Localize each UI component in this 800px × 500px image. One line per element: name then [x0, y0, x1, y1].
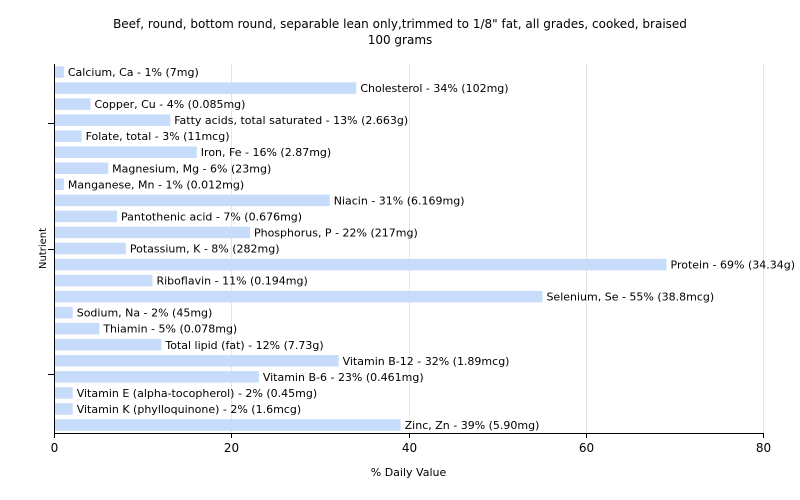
bar	[55, 290, 543, 303]
bar-label: Fatty acids, total saturated - 13% (2.66…	[174, 114, 408, 127]
bar	[55, 66, 64, 78]
bar-label: Folate, total - 3% (11mcg)	[86, 130, 230, 143]
bar-label: Phosphorus, P - 22% (217mg)	[254, 226, 418, 239]
bar-label: Zinc, Zn - 39% (5.90mg)	[405, 419, 540, 432]
x-tick-label: 0	[51, 441, 59, 455]
bar-label: Total lipid (fat) - 12% (7.73g)	[164, 339, 323, 352]
bar-label: Potassium, K - 8% (282mg)	[130, 243, 280, 256]
bar	[55, 274, 153, 287]
bar-label: Sodium, Na - 2% (45mg)	[77, 307, 213, 320]
bar-label: Thiamin - 5% (0.078mg)	[102, 323, 237, 336]
bar-label: Vitamin E (alpha-tocopherol) - 2% (0.45m…	[77, 387, 317, 400]
bar	[55, 419, 401, 431]
bar	[55, 306, 73, 319]
bar-label: Vitamin B-12 - 32% (1.89mcg)	[343, 355, 510, 368]
bars: Calcium, Ca - 1% (7mg) Cholesterol - 34% …	[55, 66, 795, 432]
bar	[55, 130, 82, 142]
bar	[55, 387, 73, 399]
bar-label: Calcium, Ca - 1% (7mg)	[68, 66, 199, 79]
axes	[48, 64, 763, 434]
bar-label: Protein - 69% (34.34g)	[671, 259, 796, 272]
bar-label: Cholesterol - 34% (102mg)	[360, 82, 508, 95]
x-tick-label: 60	[579, 441, 594, 455]
x-tick-label: 80	[756, 441, 771, 455]
bar	[55, 226, 250, 239]
bar	[55, 98, 91, 110]
bar-label: Pantothenic acid - 7% (0.676mg)	[121, 210, 302, 223]
chart-title: Beef, round, bottom round, separable lea…	[113, 17, 687, 31]
bar	[55, 242, 126, 255]
bar	[55, 194, 330, 207]
x-axis-label: % Daily Value	[371, 466, 447, 479]
x-tick-label: 20	[224, 441, 239, 455]
bar	[55, 371, 259, 383]
bar	[55, 403, 73, 415]
bar	[55, 82, 357, 94]
bar	[55, 178, 64, 191]
bar	[55, 210, 118, 223]
bar	[55, 114, 171, 126]
y-axis-label: Nutrient	[38, 228, 49, 269]
chart-subtitle: 100 grams	[367, 33, 433, 47]
x-axis-ticks: 0 20 40 60 80	[51, 433, 771, 455]
bar-label: Niacin - 31% (6.169mg)	[334, 194, 465, 207]
bar-label: Selenium, Se - 55% (38.8mcg)	[546, 291, 714, 304]
x-tick-label: 40	[402, 441, 417, 455]
bar	[55, 322, 100, 335]
bar-label: Magnesium, Mg - 6% (23mg)	[112, 162, 271, 175]
bar-label: Vitamin B-6 - 23% (0.461mg)	[263, 371, 424, 384]
bar-label: Riboflavin - 11% (0.194mg)	[156, 275, 307, 288]
bar	[55, 146, 197, 158]
bar-label: Vitamin K (phylloquinone) - 2% (1.6mcg)	[77, 403, 301, 416]
bar	[55, 162, 109, 175]
bar-label: Iron, Fe - 16% (2.87mg)	[201, 146, 331, 159]
bar	[55, 355, 339, 367]
bar-label: Copper, Cu - 4% (0.085mg)	[94, 98, 245, 111]
bar	[55, 258, 667, 271]
bar	[55, 339, 162, 351]
bar-label: Manganese, Mn - 1% (0.012mg)	[68, 178, 244, 191]
